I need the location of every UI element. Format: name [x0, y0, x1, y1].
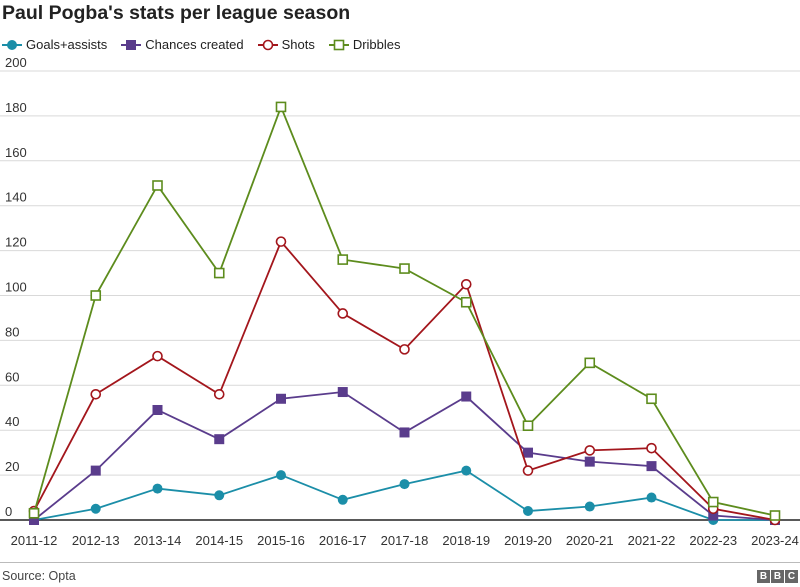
x-tick-label: 2015-16 [257, 533, 305, 548]
series-line [33, 239, 776, 521]
source-note: Source: Opta [2, 569, 76, 583]
legend-label: Shots [281, 37, 315, 52]
y-tick-label: 160 [5, 145, 27, 160]
data-point [708, 510, 719, 521]
x-tick-label: 2022-23 [689, 533, 737, 548]
data-point [584, 456, 595, 467]
y-tick-label: 200 [5, 55, 27, 70]
x-tick-label: 2013-14 [134, 533, 182, 548]
data-point [275, 236, 287, 247]
data-point [584, 445, 596, 456]
legend: Goals+assists Chances created Shots Dribble… [2, 37, 401, 52]
data-point [152, 180, 163, 191]
data-point [337, 308, 349, 319]
data-point [214, 434, 225, 445]
legend-item: Goals+assists [2, 37, 107, 52]
y-tick-label: 60 [5, 369, 19, 384]
series-chances-created [29, 387, 780, 525]
data-point [646, 492, 657, 503]
data-point [522, 420, 534, 432]
chart-title: Paul Pogba's stats per league season [2, 2, 351, 24]
data-point [152, 483, 163, 494]
data-point [646, 393, 657, 405]
legend-marker [7, 39, 17, 50]
x-tick-label: 2016-17 [319, 533, 367, 548]
x-tick-label: 2017-18 [381, 533, 429, 548]
data-point [769, 510, 781, 521]
data-point [28, 507, 40, 519]
x-tick-label: 2014-15 [195, 533, 243, 548]
data-point [337, 494, 348, 505]
data-point [90, 388, 102, 400]
data-point [461, 465, 472, 476]
legend-label: Dribbles [352, 37, 401, 52]
series-goals-assists [29, 465, 780, 525]
legend-marker-icon [257, 39, 278, 50]
data-point [275, 101, 287, 113]
legend-marker-icon [121, 39, 142, 50]
series-line [33, 391, 776, 521]
data-point [399, 263, 410, 274]
data-point [90, 465, 101, 476]
series-line [33, 469, 775, 521]
x-tick-label: 2021-22 [628, 533, 676, 548]
data-point [399, 479, 410, 490]
data-point [523, 447, 533, 458]
x-tick-label: 2020-21 [566, 533, 614, 548]
legend-marker-icon [328, 39, 349, 50]
data-point [90, 503, 101, 514]
data-point [460, 296, 472, 308]
y-tick-label: 40 [5, 414, 19, 429]
footer-divider [0, 562, 800, 563]
data-point [523, 506, 533, 517]
x-tick-label: 2023-24 [751, 533, 799, 548]
chart-svg: 0 20 40 60 80 100 120 140 160 180 200 2011-12 2012-1… [0, 55, 800, 548]
data-point [584, 357, 596, 369]
y-tick-label: 180 [5, 100, 27, 115]
y-tick-label: 80 [5, 324, 19, 339]
data-point [707, 496, 719, 508]
legend-marker-icon [2, 39, 22, 50]
y-tick-label: 100 [5, 280, 27, 295]
data-point [276, 393, 286, 404]
legend-marker [333, 39, 345, 50]
y-tick-label: 0 [5, 504, 12, 519]
data-point [29, 515, 39, 525]
y-tick-label: 20 [5, 459, 19, 474]
legend-item: Shots [257, 37, 315, 52]
legend-item: Chances created [121, 37, 244, 52]
x-tick-label: 2011-12 [11, 533, 58, 548]
legend-marker [262, 39, 273, 50]
data-point [460, 278, 472, 290]
data-point [399, 344, 410, 355]
data-point [213, 388, 225, 400]
data-point [337, 387, 348, 398]
data-point [522, 465, 534, 476]
data-point [461, 391, 472, 402]
data-point [213, 267, 225, 279]
data-point [584, 501, 595, 512]
data-point [152, 350, 163, 362]
x-tick-label: 2019-20 [504, 533, 552, 548]
series-dribbles [28, 101, 781, 521]
data-point [214, 490, 225, 501]
legend-label: Goals+assists [26, 37, 108, 52]
y-tick-label: 140 [5, 190, 27, 205]
data-point [276, 470, 286, 481]
x-tick-label: 2012-13 [72, 533, 120, 548]
data-point [646, 461, 657, 472]
legend-label: Chances created [145, 37, 244, 52]
data-point [337, 254, 349, 265]
y-tick-label: 120 [5, 235, 27, 250]
data-point [399, 427, 410, 438]
x-tick-label: 2018-19 [442, 533, 490, 548]
legend-item: Dribbles [328, 37, 401, 52]
data-point [90, 290, 102, 301]
legend-marker [126, 39, 137, 50]
series-line [33, 104, 776, 517]
data-point [152, 404, 163, 415]
data-point [646, 442, 657, 454]
